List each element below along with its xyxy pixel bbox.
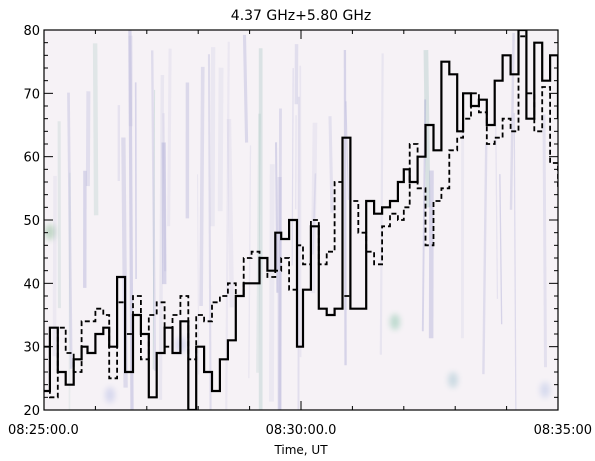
spectrum-streak: [95, 43, 96, 215]
spectrum-streak: [330, 116, 332, 212]
spectrum-blob: [45, 224, 55, 240]
y-tick-label: 30: [23, 341, 40, 356]
spectrum-streak: [280, 109, 281, 438]
spectrum-blob: [448, 372, 458, 388]
spectrum-streak: [54, 176, 55, 356]
y-tick-label: 20: [23, 404, 40, 419]
spectrum-streak: [88, 91, 89, 186]
spectrum-blob: [105, 387, 115, 403]
spectrum-streak: [220, 68, 221, 211]
spectrum-streak: [229, 119, 232, 307]
x-axis-label: Time, UT: [273, 443, 328, 457]
spectrum-streak: [244, 35, 246, 143]
spectrum-streak: [169, 49, 170, 227]
y-tick-label: 60: [23, 151, 40, 166]
x-tick-label: 08:35:00: [534, 423, 592, 438]
y-tick-label: 80: [23, 24, 40, 39]
spectrum-streak: [164, 142, 165, 284]
spectrum-streak: [271, 164, 272, 401]
spectrum-streak: [213, 47, 214, 226]
chart-title: 4.37 GHz+5.80 GHz: [231, 8, 371, 24]
y-tick-label: 50: [23, 214, 40, 229]
spectrum-blob: [390, 314, 400, 330]
spectrum-streak: [544, 114, 546, 367]
y-tick-label: 40: [23, 277, 40, 292]
spectrum-streak: [345, 50, 346, 365]
spectrum-streak: [201, 67, 203, 306]
x-tick-label: 08:25:00.0: [8, 423, 79, 438]
x-tick-label: 08:30:00.0: [266, 423, 337, 438]
y-tick-label: 70: [23, 87, 40, 102]
spectrum-streak: [130, 30, 132, 409]
spectrum-blob: [540, 382, 550, 398]
